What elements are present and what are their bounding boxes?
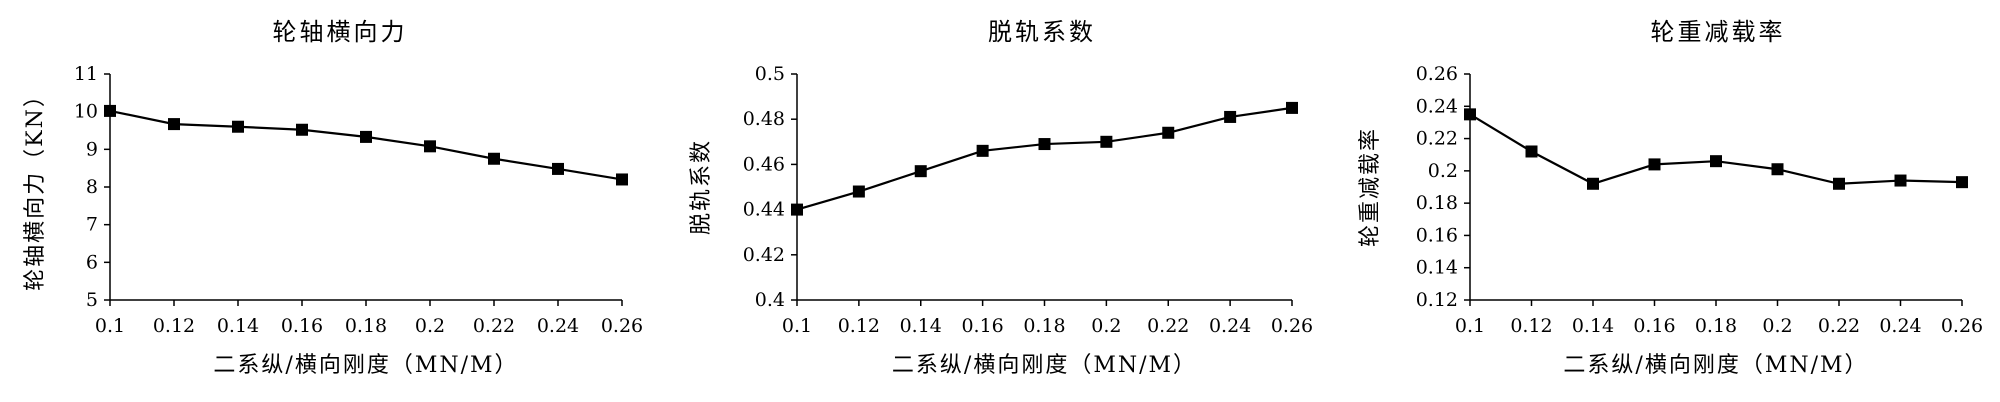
data-point-marker (424, 140, 436, 153)
y-tick-label: 0.16 (1416, 224, 1458, 246)
y-tick-label: 8 (86, 176, 98, 198)
y-tick-label: 11 (74, 63, 98, 85)
y-tick-label: 10 (74, 101, 98, 123)
y-tick-label: 0.48 (743, 108, 785, 130)
data-point-marker (852, 185, 865, 198)
y-axis-label: 轮重减载率 (1358, 127, 1383, 247)
data-point-marker (616, 173, 628, 186)
y-axis-label: 脱轨系数 (689, 139, 714, 235)
data-point-marker (1648, 158, 1661, 171)
x-tick-label: 0.22 (1147, 315, 1189, 337)
data-point-marker (1833, 177, 1845, 190)
data-point-marker (914, 165, 927, 178)
data-point-marker (168, 118, 180, 131)
data-point-marker (1464, 108, 1476, 121)
y-tick-label: 0.5 (755, 63, 785, 85)
x-tick-label: 0.26 (601, 315, 643, 337)
y-tick-label: 0.26 (1416, 63, 1458, 85)
x-tick-label: 0.12 (1510, 315, 1552, 337)
chart-title: 轮轴横向力 (273, 18, 408, 46)
x-tick-label: 0.2 (415, 315, 445, 337)
data-point-marker (1956, 176, 1968, 189)
chart-title: 轮重减载率 (1651, 18, 1786, 46)
x-tick-label: 0.22 (1818, 315, 1860, 337)
x-tick-label: 0.1 (95, 315, 125, 337)
x-axis-label: 二系纵/横向刚度（MN/M） (213, 353, 518, 378)
x-tick-label: 0.16 (961, 315, 1003, 337)
data-point-marker (1038, 138, 1051, 151)
x-tick-label: 0.22 (473, 315, 515, 337)
data-point-marker (360, 130, 372, 143)
chart-title: 脱轨系数 (988, 18, 1096, 46)
y-tick-label: 0.44 (743, 199, 785, 221)
chart-panel-2: 脱轨系数 0.4 0.42 0.44 0.46 0.48 0.5 0.1 0.12 0.14 0.1… (689, 18, 1313, 378)
data-point-marker (296, 123, 308, 136)
x-tick-label: 0.16 (281, 315, 323, 337)
data-point-marker (1587, 177, 1599, 190)
x-tick-label: 0.14 (217, 315, 259, 337)
x-tick-label: 0.14 (1572, 315, 1614, 337)
x-tick-label: 0.12 (838, 315, 880, 337)
data-point-marker (104, 104, 116, 117)
data-point-marker (232, 120, 244, 133)
y-tick-label: 0.18 (1416, 192, 1458, 214)
data-point-marker (791, 203, 803, 216)
data-point-marker (1894, 174, 1907, 187)
x-tick-label: 0.14 (900, 315, 942, 337)
y-tick-label: 0.2 (1428, 160, 1458, 182)
x-tick-label: 0.2 (1091, 315, 1121, 337)
data-point-marker (1100, 135, 1113, 148)
x-tick-label: 0.24 (1209, 315, 1251, 337)
data-point-marker (552, 162, 564, 175)
chart-panel-3: 轮重减载率 0.12 0.14 0.16 0.18 0.2 0.22 0.24 0.26 0.1 0… (1358, 18, 1983, 378)
data-point-marker (1771, 163, 1784, 176)
series-line (796, 106, 1293, 211)
x-tick-label: 0.16 (1633, 315, 1675, 337)
x-tick-label: 0.18 (1023, 315, 1065, 337)
x-tick-label: 0.24 (1879, 315, 1921, 337)
y-tick-label: 0.12 (1416, 289, 1458, 311)
y-axis-label: 轮轴横向力（KN） (23, 83, 48, 291)
y-tick-label: 9 (86, 138, 98, 160)
x-tick-label: 0.2 (1762, 315, 1792, 337)
x-tick-label: 0.1 (1455, 315, 1485, 337)
y-tick-label: 6 (86, 251, 98, 273)
y-tick-label: 0.22 (1416, 128, 1458, 150)
data-point-marker (1224, 110, 1237, 123)
y-tick-label: 5 (86, 289, 98, 311)
data-point-marker (1710, 155, 1722, 168)
data-point-marker (1286, 101, 1298, 114)
series-line (109, 109, 623, 181)
x-tick-label: 0.12 (153, 315, 195, 337)
x-axis-label: 二系纵/横向刚度（MN/M） (892, 353, 1197, 378)
x-tick-label: 0.18 (1695, 315, 1737, 337)
y-tick-label: 0.46 (743, 153, 785, 175)
x-tick-label: 0.18 (345, 315, 387, 337)
data-point-marker (1162, 126, 1175, 139)
x-tick-label: 0.24 (537, 315, 579, 337)
y-tick-label: 0.4 (755, 289, 785, 311)
data-point-marker (1525, 145, 1538, 158)
data-point-marker (488, 152, 500, 165)
x-axis-label: 二系纵/横向刚度（MN/M） (1563, 353, 1868, 378)
chart-panel-1: 轮轴横向力 5 6 7 8 9 10 11 0.1 0.12 0.14 0.16 0.18 0.2 0.22… (23, 18, 643, 378)
x-tick-label: 0.1 (782, 315, 812, 337)
x-tick-label: 0.26 (1271, 315, 1313, 337)
y-tick-label: 0.14 (1416, 257, 1458, 279)
y-tick-label: 0.24 (1416, 95, 1458, 117)
y-tick-label: 0.42 (743, 244, 785, 266)
series-line (1469, 113, 1963, 185)
y-tick-label: 7 (86, 214, 98, 236)
x-tick-label: 0.26 (1941, 315, 1983, 337)
data-point-marker (976, 144, 989, 157)
